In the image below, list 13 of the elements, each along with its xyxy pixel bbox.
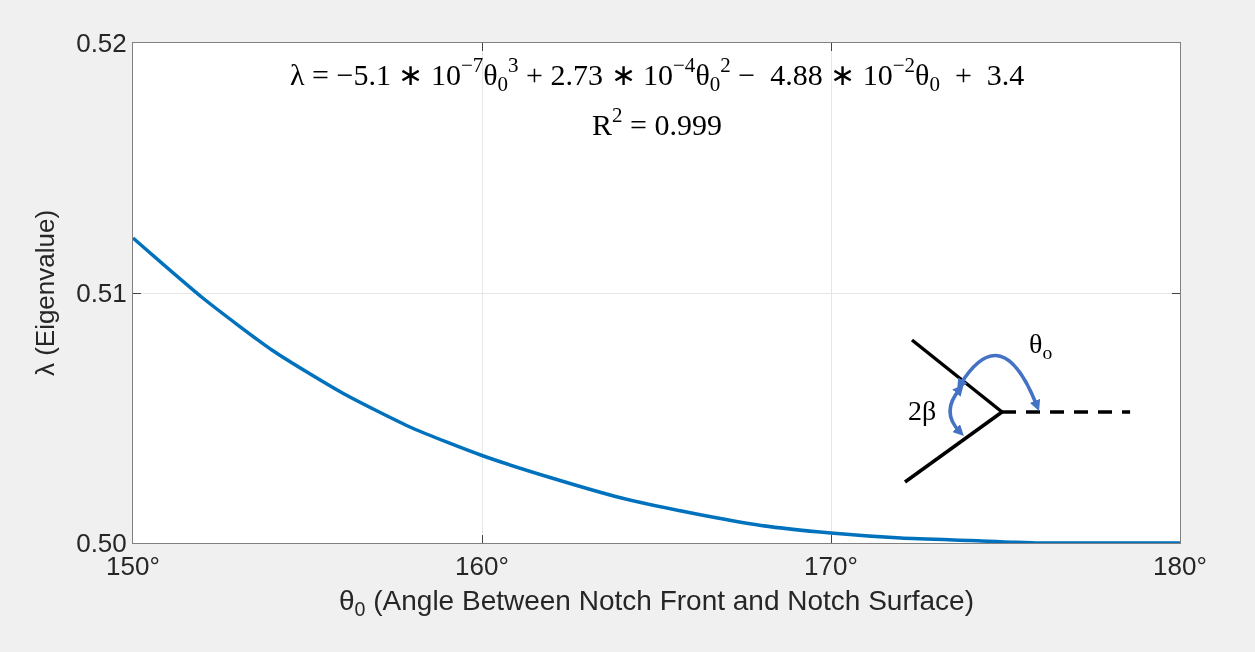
- x-tick-label: 160°: [455, 551, 509, 582]
- y-tick-label: 0.51: [76, 278, 127, 309]
- text: λ = −5.1 ∗ 10$^{−7}$θ$_{0}$$^{3}$ + 2.73 ∗ 10$^{−4}$θ$_{0}$$^{2}$ − 4.88 ∗ 10$^{−2}$θ$_{0}$ + 3.4: [290, 53, 1025, 96]
- y-axis-title: λ (Eigenvalue): [29, 209, 60, 377]
- x-axis-title: θ$_{0}$ (Angle Between Notch Front and Notch Surface): [338, 585, 975, 621]
- annotation: 2β: [908, 395, 937, 426]
- annotation: R$^{2}$ = 0.999: [592, 103, 722, 141]
- x-tick-label: 170°: [804, 551, 858, 582]
- y-tick-label: 0.52: [76, 28, 127, 59]
- x-tick-label: 180°: [1153, 551, 1207, 582]
- line-series: [133, 236, 1180, 543]
- annotation: θ$_{o}$: [1029, 328, 1053, 363]
- x-tick-label: 150°: [106, 551, 160, 582]
